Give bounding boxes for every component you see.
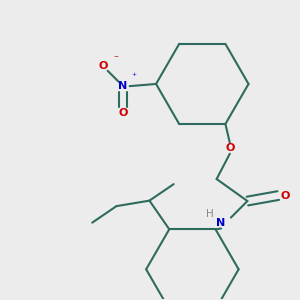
- Text: $^-$: $^-$: [112, 53, 119, 62]
- Text: H: H: [206, 209, 214, 219]
- Text: $^+$: $^+$: [130, 72, 138, 81]
- Text: O: O: [225, 143, 235, 153]
- Text: O: O: [118, 108, 128, 118]
- Text: N: N: [216, 218, 226, 228]
- Text: O: O: [98, 61, 108, 71]
- Text: O: O: [280, 190, 289, 200]
- Text: N: N: [118, 81, 128, 91]
